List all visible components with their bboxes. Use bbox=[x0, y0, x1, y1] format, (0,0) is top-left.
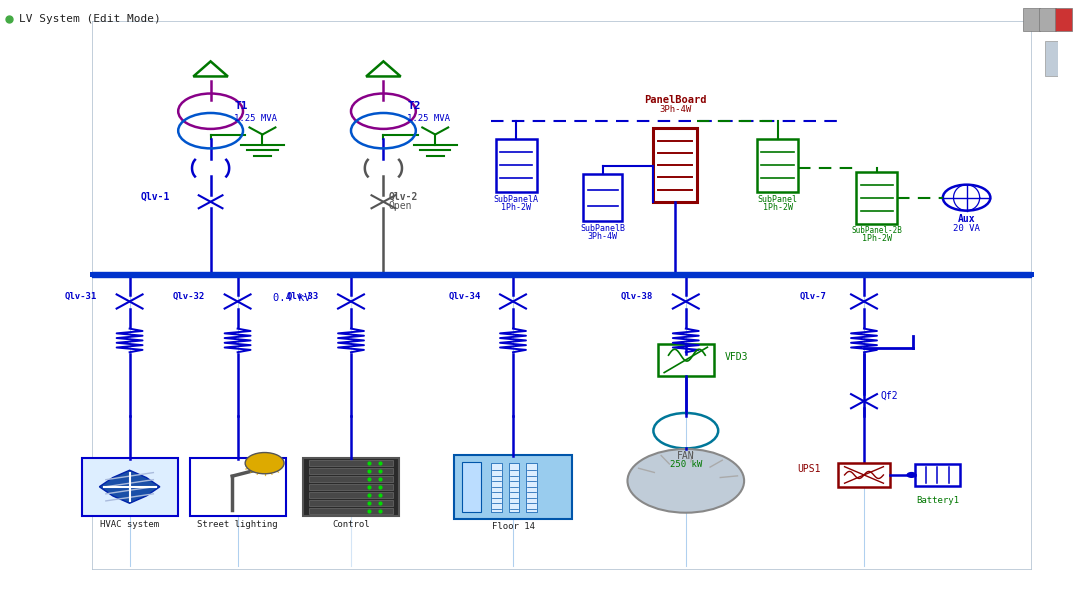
Circle shape bbox=[907, 473, 916, 477]
Text: T1: T1 bbox=[234, 101, 247, 111]
Text: VFD3: VFD3 bbox=[725, 352, 748, 362]
Circle shape bbox=[627, 449, 744, 513]
Text: 3Ph-4W: 3Ph-4W bbox=[659, 105, 691, 114]
Text: 20 VA: 20 VA bbox=[954, 224, 980, 232]
FancyBboxPatch shape bbox=[310, 508, 393, 514]
Text: Qlv-2: Qlv-2 bbox=[389, 191, 418, 201]
Text: 1Ph-2W: 1Ph-2W bbox=[862, 234, 892, 243]
Text: 1Ph-2W: 1Ph-2W bbox=[501, 203, 531, 212]
FancyBboxPatch shape bbox=[856, 172, 897, 224]
Text: Qlv-33: Qlv-33 bbox=[286, 292, 319, 301]
FancyBboxPatch shape bbox=[310, 492, 393, 499]
Text: 3Ph-4W: 3Ph-4W bbox=[588, 232, 618, 241]
Text: SubPanel-2B: SubPanel-2B bbox=[851, 226, 903, 235]
FancyBboxPatch shape bbox=[190, 458, 285, 516]
Text: Qlv-32: Qlv-32 bbox=[173, 292, 205, 301]
Text: Qlv-38: Qlv-38 bbox=[621, 292, 653, 301]
FancyBboxPatch shape bbox=[915, 464, 960, 486]
Text: Street lighting: Street lighting bbox=[198, 520, 278, 529]
Text: PanelBoard: PanelBoard bbox=[644, 95, 706, 105]
Text: 1.25 MVA: 1.25 MVA bbox=[407, 114, 450, 123]
Text: UPS1: UPS1 bbox=[797, 464, 821, 474]
FancyBboxPatch shape bbox=[1045, 41, 1057, 76]
Text: HVAC system: HVAC system bbox=[100, 520, 159, 529]
FancyBboxPatch shape bbox=[310, 460, 393, 466]
Text: Aux: Aux bbox=[958, 214, 975, 224]
Text: Qlv-31: Qlv-31 bbox=[65, 292, 97, 301]
FancyBboxPatch shape bbox=[454, 454, 572, 519]
Text: 1Ph-2W: 1Ph-2W bbox=[762, 203, 793, 212]
FancyBboxPatch shape bbox=[310, 484, 393, 490]
Text: 1.25 MVA: 1.25 MVA bbox=[234, 114, 278, 123]
FancyBboxPatch shape bbox=[1039, 8, 1056, 31]
Text: 0.4 kV: 0.4 kV bbox=[273, 293, 310, 303]
FancyBboxPatch shape bbox=[838, 463, 890, 487]
FancyBboxPatch shape bbox=[310, 468, 393, 474]
FancyBboxPatch shape bbox=[658, 343, 714, 376]
Text: Battery1: Battery1 bbox=[916, 496, 959, 505]
Text: SubPanel: SubPanel bbox=[757, 195, 798, 204]
FancyBboxPatch shape bbox=[757, 139, 798, 192]
Text: Control: Control bbox=[333, 520, 369, 529]
FancyBboxPatch shape bbox=[81, 458, 177, 516]
Polygon shape bbox=[99, 470, 160, 503]
FancyBboxPatch shape bbox=[491, 463, 502, 512]
FancyBboxPatch shape bbox=[462, 461, 482, 512]
Text: Floor 14: Floor 14 bbox=[491, 522, 535, 531]
Text: Qlv-7: Qlv-7 bbox=[799, 292, 826, 301]
FancyBboxPatch shape bbox=[303, 458, 400, 516]
FancyBboxPatch shape bbox=[1023, 8, 1040, 31]
FancyBboxPatch shape bbox=[496, 139, 537, 192]
Text: SubPanelB: SubPanelB bbox=[580, 224, 625, 232]
FancyBboxPatch shape bbox=[526, 463, 537, 512]
Text: Qlv-34: Qlv-34 bbox=[448, 292, 481, 301]
Text: T2: T2 bbox=[407, 101, 421, 111]
FancyBboxPatch shape bbox=[509, 463, 519, 512]
FancyBboxPatch shape bbox=[1055, 8, 1072, 31]
FancyBboxPatch shape bbox=[310, 476, 393, 482]
Text: Qf2: Qf2 bbox=[880, 390, 897, 400]
FancyBboxPatch shape bbox=[583, 174, 622, 221]
Text: LV System (Edit Mode): LV System (Edit Mode) bbox=[19, 14, 161, 24]
Circle shape bbox=[245, 453, 284, 474]
Text: FAN: FAN bbox=[677, 451, 694, 461]
Text: 250 kW: 250 kW bbox=[670, 460, 702, 469]
Text: Qlv-1: Qlv-1 bbox=[140, 191, 170, 201]
FancyBboxPatch shape bbox=[653, 129, 697, 202]
FancyBboxPatch shape bbox=[310, 500, 393, 506]
Text: Open: Open bbox=[389, 201, 413, 211]
Text: SubPanelA: SubPanelA bbox=[494, 195, 539, 204]
